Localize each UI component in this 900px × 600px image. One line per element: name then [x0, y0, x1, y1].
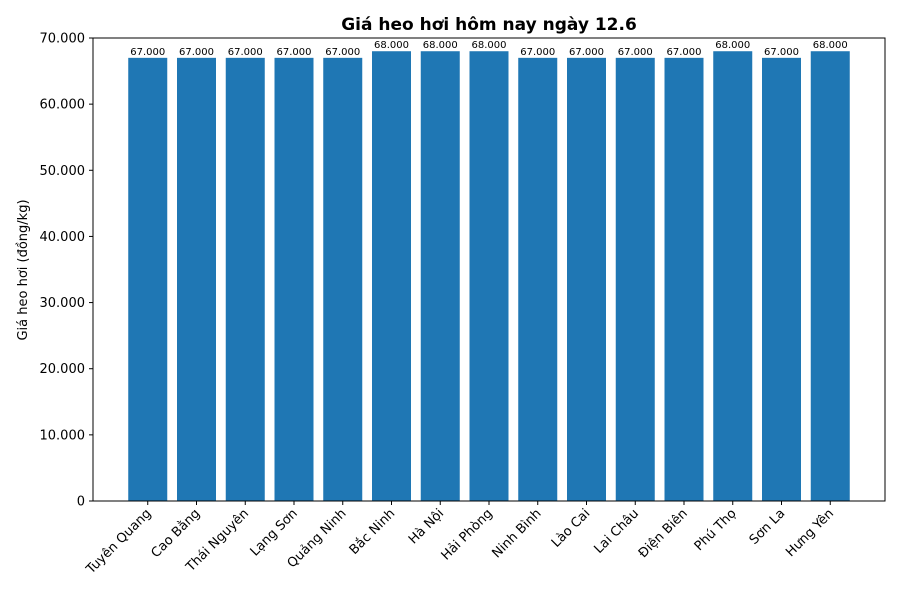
bar-value-label: 68.000 [813, 40, 848, 51]
y-tick-label: 70.000 [40, 32, 86, 47]
plot-area-frame [92, 37, 886, 502]
bar [762, 57, 801, 501]
y-tick-label: 10.000 [40, 428, 86, 443]
bar [615, 57, 655, 501]
bar-value-label: 67.000 [277, 47, 312, 58]
x-tick-label: Sơn La [747, 506, 789, 548]
x-tick-label: Lai Châu [592, 506, 643, 557]
bar-value-label: 67.000 [325, 47, 360, 58]
bar [177, 57, 216, 501]
bar-value-label: 67.000 [179, 47, 214, 58]
bar-value-label: 68.000 [715, 40, 750, 51]
bar-value-label: 67.000 [569, 47, 604, 58]
bar [128, 57, 168, 501]
bar [274, 57, 314, 501]
bar [469, 51, 509, 501]
x-tick-label: Hải Phòng [439, 506, 496, 563]
bar [664, 57, 704, 501]
x-tick-label: Lào Cai [549, 506, 594, 551]
y-tick-label: 30.000 [40, 296, 86, 311]
data-labels-group: 67.000 67.000 67.000 67.000 67.000 68.000 68.0… [130, 40, 848, 58]
bar [323, 57, 363, 501]
bar [567, 57, 606, 501]
x-tick-label: Tuyên Quang [83, 506, 155, 578]
bar-value-label: 68.000 [423, 40, 458, 51]
x-tick-label: Bắc Ninh [347, 506, 399, 558]
y-tick-label: 0 [77, 495, 85, 510]
bar-value-label: 68.000 [374, 40, 409, 51]
bar [713, 51, 753, 501]
bar [518, 57, 558, 501]
x-tick-label: Hưng Yên [783, 506, 837, 560]
y-tick-label: 40.000 [40, 230, 86, 245]
x-tick-label: Phú Thọ [692, 506, 740, 554]
x-tick-label: Điện Biên [636, 506, 691, 561]
y-tick-label: 20.000 [40, 362, 86, 377]
bar-value-label: 67.000 [228, 47, 263, 58]
bar-value-label: 67.000 [520, 47, 555, 58]
bar [810, 51, 850, 501]
bar-value-label: 67.000 [667, 47, 702, 58]
chart-title: Giá heo hơi hôm nay ngày 12.6 [341, 15, 637, 35]
y-axis-ticks: 0 10.000 20.000 30.000 40.000 50.000 60.000 70.… [40, 32, 93, 510]
bar-value-label: 68.000 [472, 40, 507, 51]
bar-value-label: 67.000 [130, 47, 165, 58]
bars-group [128, 51, 850, 501]
x-tick-label: Hà Nội [406, 506, 447, 547]
x-tick-label: Ninh Bình [489, 506, 544, 561]
bar [225, 57, 265, 501]
bar [372, 51, 411, 501]
y-tick-label: 50.000 [40, 164, 86, 179]
bar [420, 51, 460, 501]
bar-value-label: 67.000 [764, 47, 799, 58]
bar-value-label: 67.000 [618, 47, 653, 58]
y-axis-label: Giá heo hơi (đồng/kg) [16, 199, 31, 340]
y-tick-label: 60.000 [40, 98, 86, 113]
